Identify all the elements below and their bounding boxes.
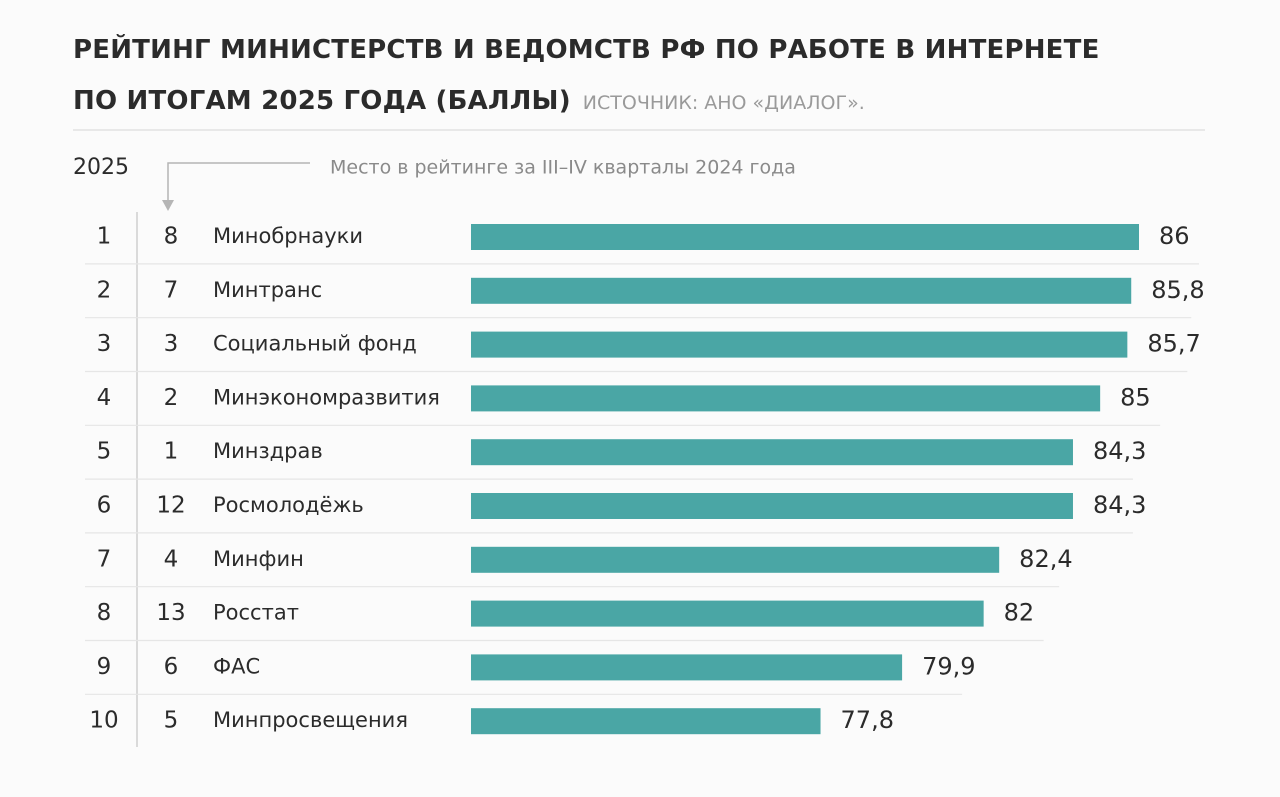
rank: 7 <box>97 546 112 572</box>
value-label: 85,7 <box>1147 330 1200 358</box>
bar <box>471 224 1139 250</box>
rank-header: 2025 <box>73 155 129 180</box>
previous-rank: 12 <box>156 493 185 519</box>
chart-title: РЕЙТИНГ МИНИСТЕРСТВ И ВЕДОМСТВ РФ ПО РАБ… <box>73 35 1100 116</box>
previous-rank: 1 <box>164 439 179 465</box>
value-label: 84,3 <box>1093 491 1146 519</box>
header: РЕЙТИНГ МИНИСТЕРСТВ И ВЕДОМСТВ РФ ПО РАБ… <box>73 26 1133 128</box>
value-label: 85 <box>1120 383 1151 411</box>
bar <box>471 331 1128 358</box>
bar <box>471 493 1073 519</box>
source: ИСТОЧНИК: АНО «ДИАЛОГ». <box>582 92 865 114</box>
previous-rank: 4 <box>164 546 179 572</box>
arrow-head <box>162 200 174 211</box>
rank: 2 <box>97 277 112 303</box>
category-label: Минпросвещения <box>213 708 408 732</box>
rank: 8 <box>97 600 112 626</box>
value-label: 85,8 <box>1151 276 1204 304</box>
category-label: Минэкономразвития <box>213 385 440 409</box>
value-label: 84,3 <box>1093 437 1146 465</box>
category-label: Минтранс <box>213 278 322 302</box>
category-label: ФАС <box>213 654 260 678</box>
previous-rank: 3 <box>164 331 179 357</box>
bar <box>471 600 984 627</box>
rank: 1 <box>97 224 112 250</box>
rank: 3 <box>97 331 112 357</box>
rank: 9 <box>97 654 112 680</box>
category-label: Минфин <box>213 547 304 571</box>
previous-rank: 5 <box>164 708 179 734</box>
value-label: 86 <box>1159 222 1190 250</box>
bar <box>471 385 1101 412</box>
category-label: Минздрав <box>213 439 323 463</box>
rank: 10 <box>89 708 118 734</box>
value-label: 82 <box>1004 599 1035 627</box>
previous-rank: 6 <box>164 654 179 680</box>
previous-rank: 8 <box>164 224 179 250</box>
value-label: 79,9 <box>922 652 975 680</box>
category-label: Росстат <box>213 601 299 625</box>
previous-rank: 7 <box>164 277 179 303</box>
value-label: 82,4 <box>1019 545 1072 573</box>
bar <box>471 708 821 735</box>
previous-rank: 13 <box>156 600 185 626</box>
category-label: Социальный фонд <box>213 332 417 356</box>
bar <box>471 277 1132 304</box>
bar <box>471 654 903 681</box>
arrow <box>167 162 310 205</box>
category-label: Росмолодёжь <box>213 493 364 517</box>
previous-rank-header: Место в рейтинге за III–IV кварталы 2024… <box>330 157 796 179</box>
bar <box>471 546 1000 573</box>
rank: 5 <box>97 439 112 465</box>
bar <box>471 439 1073 466</box>
rank: 4 <box>97 385 112 411</box>
category-label: Минобрнауки <box>213 224 363 248</box>
previous-rank: 2 <box>164 385 179 411</box>
rank: 6 <box>97 493 112 519</box>
value-label: 77,8 <box>841 706 894 734</box>
